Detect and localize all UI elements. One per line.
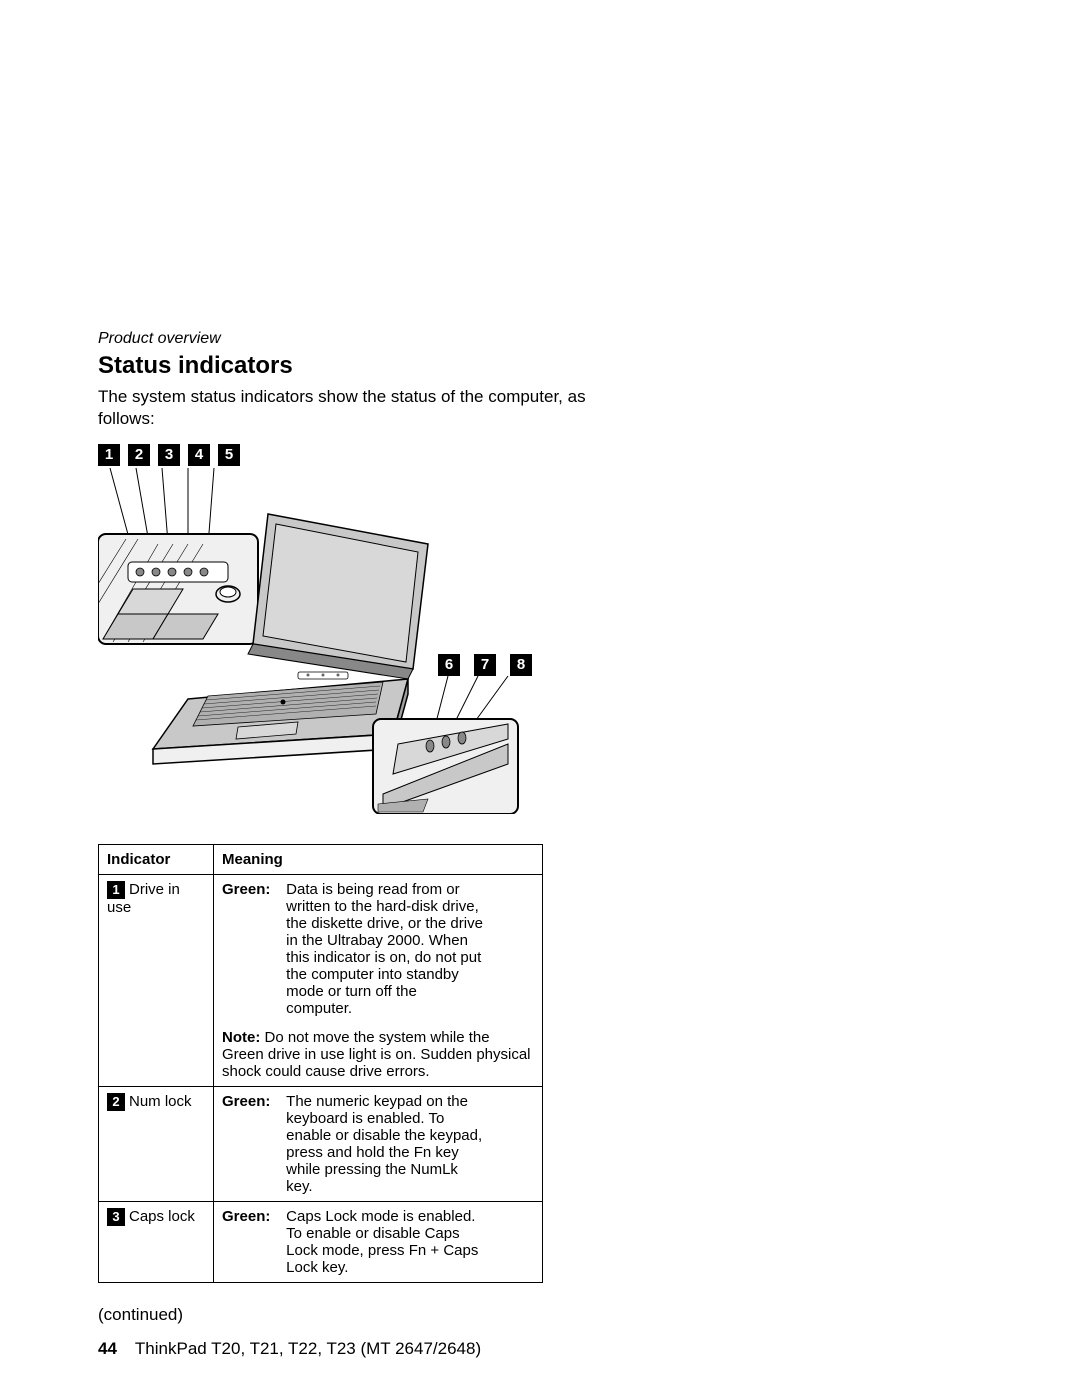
row-name-3: Caps lock bbox=[129, 1208, 195, 1225]
color-label-3: Green: bbox=[222, 1208, 282, 1225]
row-num-2: 2 bbox=[107, 1093, 125, 1111]
note-block-1: Note: Do not move the system while the G… bbox=[222, 1029, 534, 1080]
row-num-1: 1 bbox=[107, 881, 125, 899]
intro-text: The system status indicators show the st… bbox=[98, 386, 628, 430]
page-footer: 44 ThinkPad T20, T21, T22, T23 (MT 2647/2… bbox=[98, 1339, 481, 1359]
zoom-inset-bottom bbox=[373, 719, 518, 814]
indicator-cell-3: 3Caps lock bbox=[99, 1202, 214, 1283]
table-row: 3Caps lock Green: Caps Lock mode is enab… bbox=[99, 1202, 543, 1283]
page: Product overview Status indicators The s… bbox=[0, 0, 1080, 1397]
color-label-1: Green: bbox=[222, 881, 282, 898]
callout-6: 6 bbox=[438, 654, 460, 676]
meaning-cell-2: Green: The numeric keypad on the keyboar… bbox=[214, 1087, 543, 1202]
indicator-cell-2: 2Num lock bbox=[99, 1087, 214, 1202]
meaning-cell-1: Green: Data is being read from or writte… bbox=[214, 875, 543, 1087]
section-label: Product overview bbox=[98, 330, 628, 348]
note-text-1: Do not move the system while the Green d… bbox=[222, 1029, 531, 1080]
note-label-1: Note: bbox=[222, 1029, 260, 1046]
content-area: Product overview Status indicators The s… bbox=[98, 330, 628, 1325]
color-label-2: Green: bbox=[222, 1093, 282, 1110]
callouts-mid: 6 7 8 bbox=[438, 654, 536, 676]
header-meaning: Meaning bbox=[214, 845, 543, 875]
meaning-text-3: Caps Lock mode is enabled. To enable or … bbox=[286, 1208, 486, 1276]
meaning-cell-3: Green: Caps Lock mode is enabled. To ena… bbox=[214, 1202, 543, 1283]
page-number: 44 bbox=[98, 1339, 117, 1358]
meaning-text-1: Data is being read from or written to th… bbox=[286, 881, 486, 1017]
header-indicator: Indicator bbox=[99, 845, 214, 875]
row-num-3: 3 bbox=[107, 1208, 125, 1226]
row-name-2: Num lock bbox=[129, 1093, 192, 1110]
continued-label: (continued) bbox=[98, 1305, 628, 1325]
indicator-cell-1: 1Drive in use bbox=[99, 875, 214, 1087]
table-row: 1Drive in use Green: Data is being read … bbox=[99, 875, 543, 1087]
callout-7: 7 bbox=[474, 654, 496, 676]
indicator-table: Indicator Meaning 1Drive in use Green: D… bbox=[98, 844, 543, 1283]
table-row: 2Num lock Green: The numeric keypad on t… bbox=[99, 1087, 543, 1202]
footer-text: ThinkPad T20, T21, T22, T23 (MT 2647/264… bbox=[135, 1339, 481, 1358]
indicator-diagram: 1 2 3 4 5 bbox=[98, 444, 538, 814]
laptop-illustration bbox=[98, 444, 538, 814]
meaning-text-2: The numeric keypad on the keyboard is en… bbox=[286, 1093, 486, 1195]
callout-8: 8 bbox=[510, 654, 532, 676]
table-header-row: Indicator Meaning bbox=[99, 845, 543, 875]
page-heading: Status indicators bbox=[98, 352, 628, 380]
zoom-inset-top bbox=[98, 534, 258, 644]
